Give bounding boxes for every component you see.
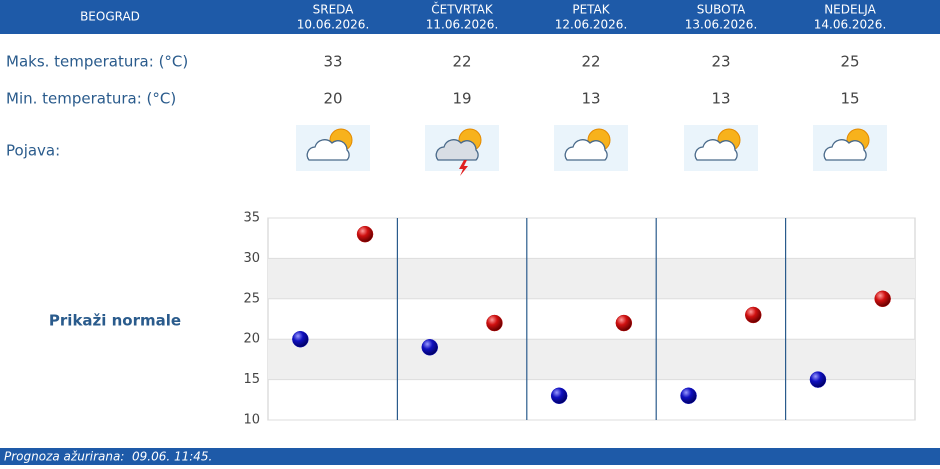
footer-text: Prognoza ažurirana: 09.06. 11:45.: [4, 450, 212, 464]
y-tick-label: 35: [243, 211, 260, 226]
day-name: NEDELJA: [824, 3, 876, 17]
max-dot: [486, 314, 503, 332]
min-temp: 20: [323, 90, 342, 108]
cloud: [306, 139, 350, 161]
min-dot: [680, 387, 697, 405]
min-temp: 13: [581, 90, 600, 108]
min-dot: [550, 387, 568, 405]
max-label: Maks. temperatura: (°C): [6, 53, 188, 71]
max-dot: [745, 306, 762, 324]
footer-bar: [0, 448, 940, 465]
weather-icon: [425, 125, 499, 176]
y-tick-label: 30: [243, 251, 260, 266]
grid-band: [268, 339, 915, 380]
min-dot: [292, 330, 309, 348]
weather-icon: [296, 125, 370, 171]
min-dot: [809, 371, 827, 388]
weather-icon: [554, 125, 628, 171]
day-date: 14.06.2026.: [814, 18, 887, 32]
weather-icon: [684, 125, 758, 171]
max-temp: 23: [711, 53, 730, 71]
max-temp: 33: [323, 53, 342, 71]
normals-link[interactable]: Prikaži normale: [49, 312, 181, 330]
cloud: [694, 139, 738, 161]
min-temp: 19: [452, 90, 471, 108]
grid-band: [268, 258, 915, 299]
min-dot: [421, 339, 438, 356]
min-label: Min. temperatura: (°C): [6, 90, 176, 108]
y-tick-label: 20: [243, 332, 260, 347]
min-temp: 13: [711, 90, 730, 108]
day-date: 10.06.2026.: [297, 18, 370, 32]
day-date: 11.06.2026.: [426, 18, 499, 32]
max-dot: [874, 290, 891, 308]
day-name: SUBOTA: [697, 3, 746, 17]
y-tick-label: 10: [243, 413, 260, 428]
max-dot: [356, 225, 374, 243]
cloud: [564, 139, 608, 161]
weather-icon: [813, 125, 887, 171]
min-temp: 15: [840, 90, 859, 108]
day-date: 12.06.2026.: [555, 18, 628, 32]
day-date: 13.06.2026.: [685, 18, 758, 32]
max-temp: 22: [452, 53, 471, 71]
day-name: ČETVRTAK: [431, 2, 494, 17]
icon-label: Pojava:: [6, 142, 60, 160]
y-tick-label: 25: [243, 291, 260, 306]
city: BEOGRAD: [80, 10, 140, 24]
day-name: SREDA: [313, 3, 355, 17]
cloud: [823, 139, 867, 161]
plot-area: [267, 217, 916, 421]
max-temp: 22: [581, 53, 600, 71]
header-bar: [0, 0, 940, 34]
y-tick-label: 15: [243, 372, 260, 387]
max-dot: [615, 314, 633, 332]
lightning: [459, 160, 468, 176]
cloud: [435, 139, 479, 161]
day-name: PETAK: [572, 3, 610, 17]
max-temp: 25: [840, 53, 859, 71]
